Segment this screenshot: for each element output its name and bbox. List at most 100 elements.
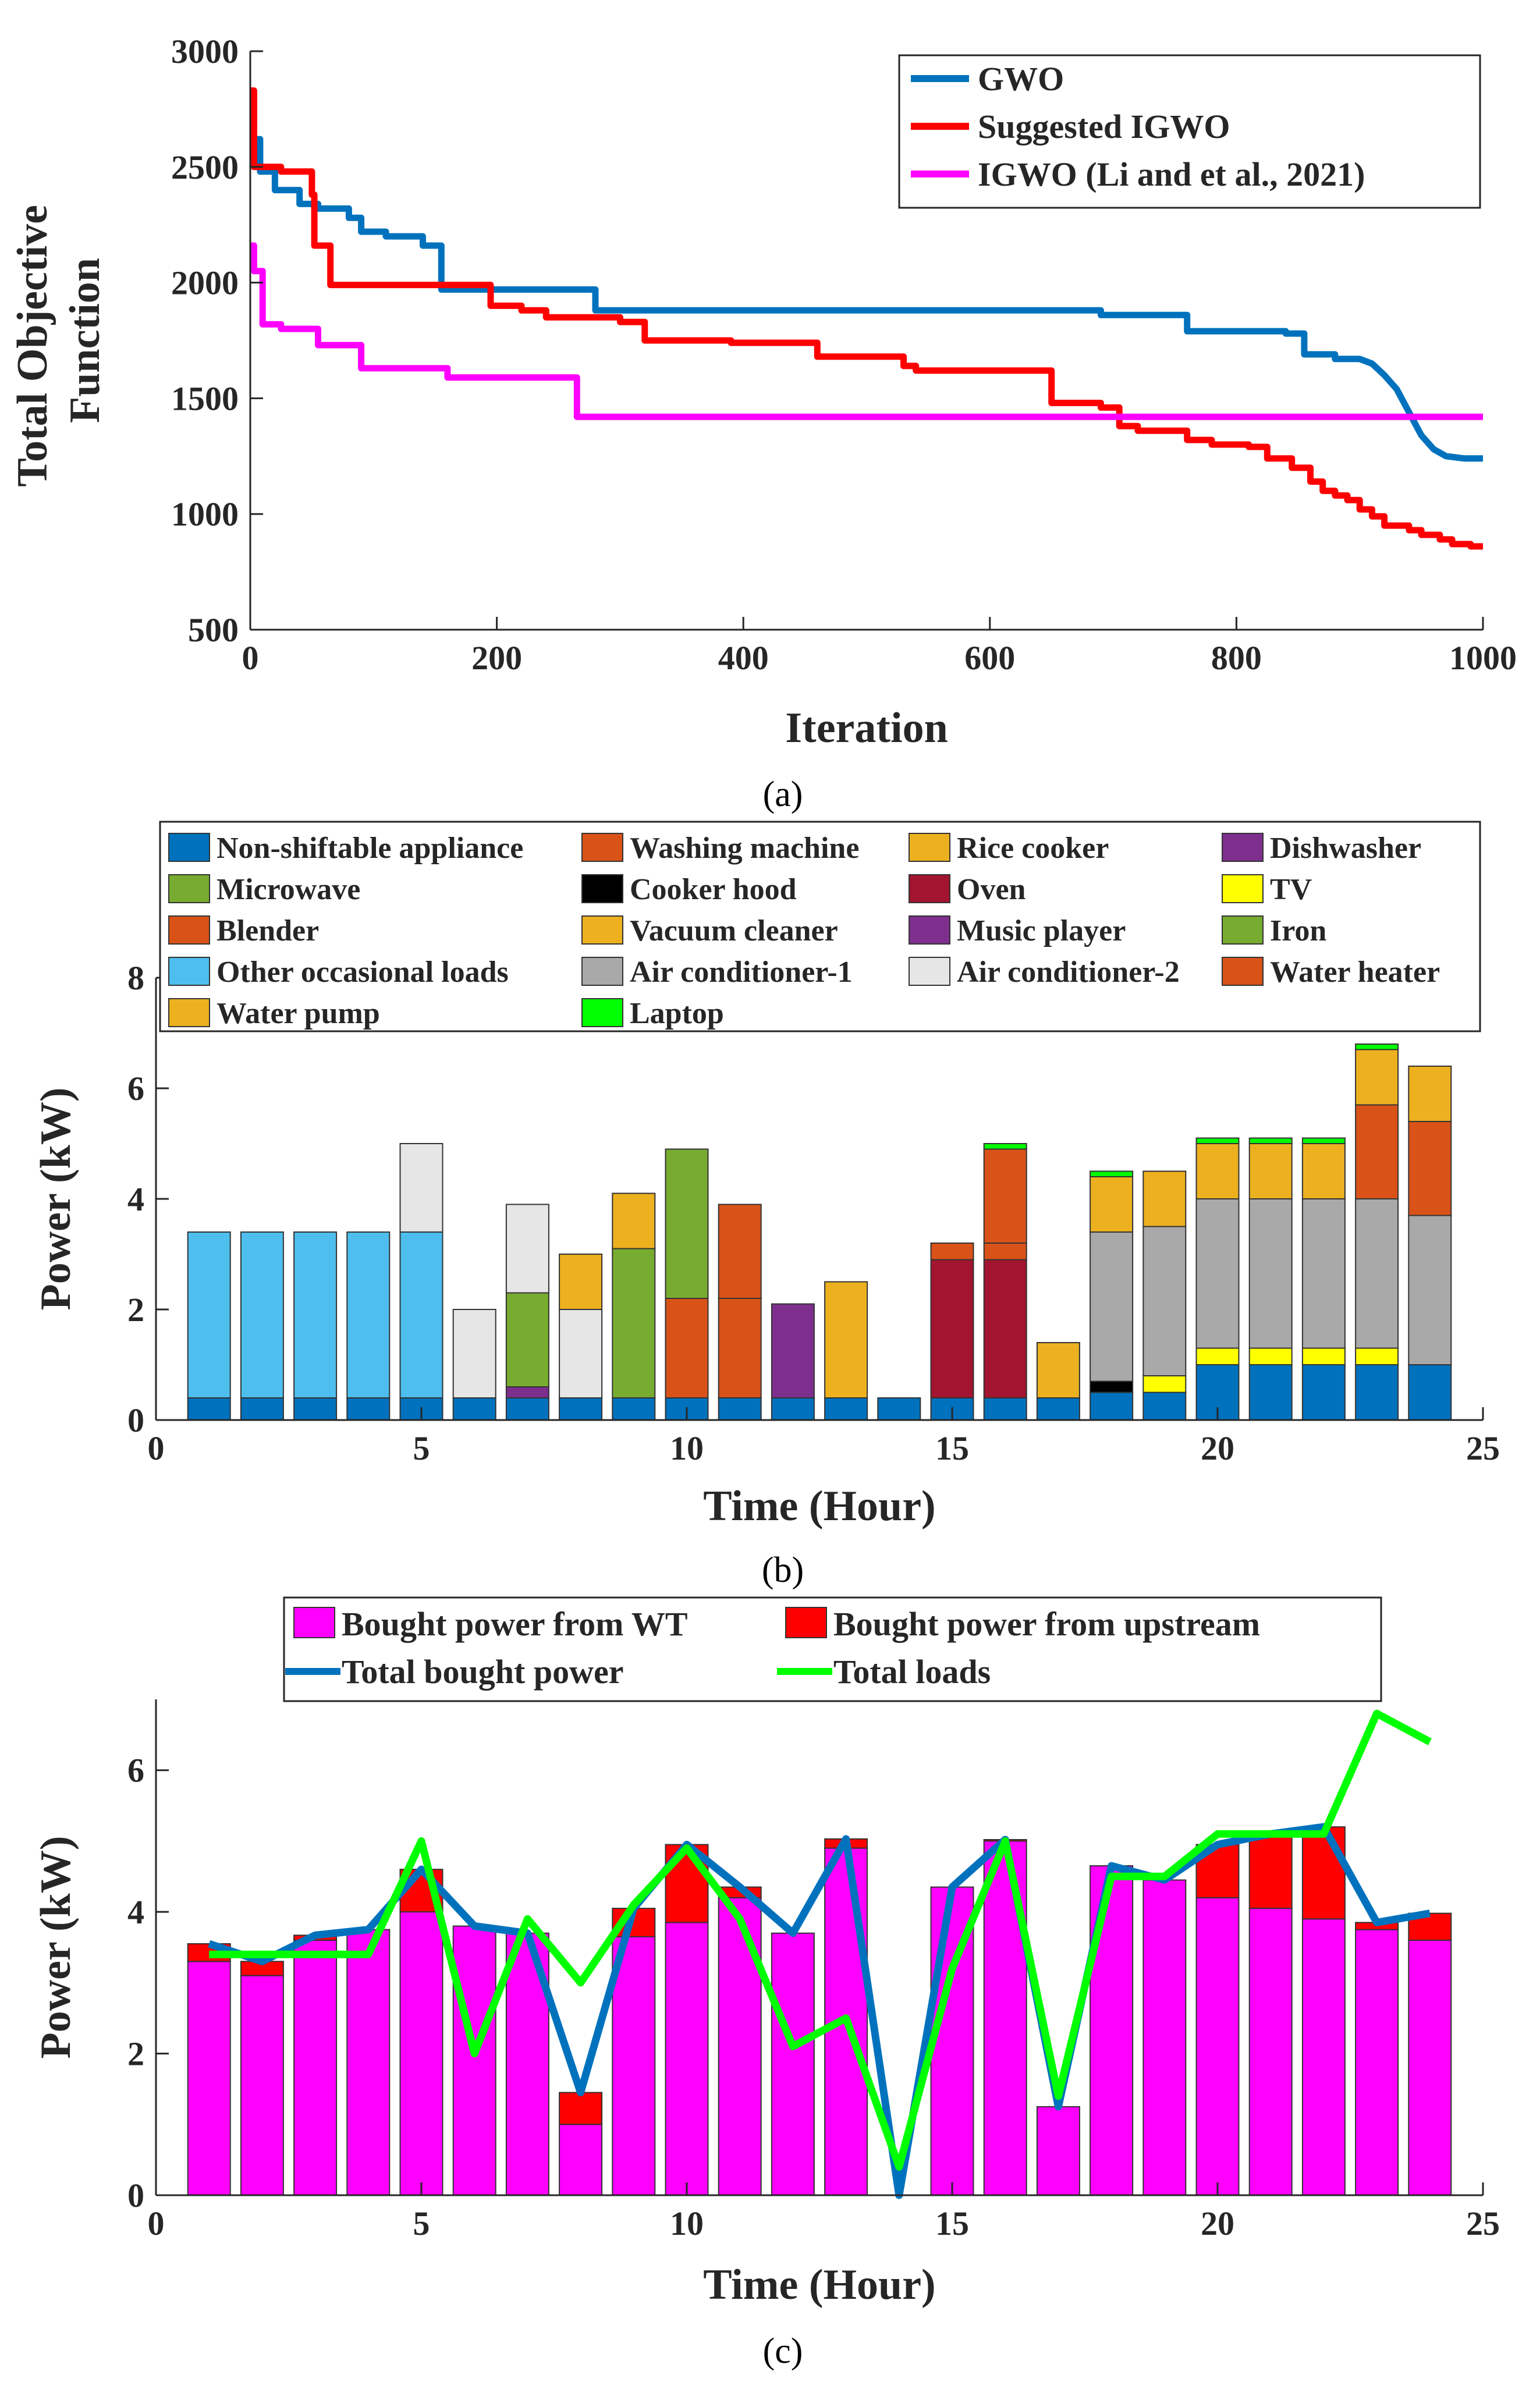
panel-a-legend-box <box>898 54 1481 209</box>
panel-b-legend-label-oven: Oven <box>957 873 1026 906</box>
c-x-tick-label-2: 10 <box>670 2205 704 2242</box>
panel-b-bar-h18-laptop <box>1090 1170 1134 1177</box>
panel-b-legend-swatch-air-conditioner-2 <box>909 957 950 986</box>
panel-b-legend-swatch-tv <box>1222 874 1264 903</box>
panel-b-bar-h14-non-shiftable-appliance <box>877 1397 921 1421</box>
panel-b-plot-area <box>187 1043 1452 1421</box>
b-x-tick-label-5: 25 <box>1466 1429 1500 1467</box>
panel-b-legend-swatch-air-conditioner-1 <box>581 957 623 986</box>
panel-a-y-ticks: 500 1000 1500 2000 2500 3000 <box>171 33 263 649</box>
panel-a-legend-label-gwo: GWO <box>978 60 1064 98</box>
panel-a-x-label: Iteration <box>785 704 948 752</box>
panel-b-bar-h2-non-shiftable-appliance <box>240 1397 284 1421</box>
panel-b-legend-label-tv: TV <box>1270 873 1312 906</box>
panel-c-line-total-loads <box>209 1709 1432 2171</box>
panel-b-bar-h13-non-shiftable-appliance <box>824 1397 868 1421</box>
panel-b-bar-h21-water-pump <box>1248 1143 1293 1199</box>
panel-b-bar-h11-blender <box>718 1298 762 1398</box>
panel-b-bar-h23-water-heater <box>1355 1104 1399 1199</box>
panel-b-bar-h24-air-conditioner-1 <box>1408 1215 1452 1365</box>
panel-c-legend-label-bought-power-from-upstream: Bought power from upstream <box>833 1605 1260 1643</box>
panel-b-bar-h22-tv <box>1301 1347 1346 1365</box>
panel-b-legend-label-iron: Iron <box>1270 914 1326 947</box>
panel-a-legend: GWO Suggested IGWO IGWO (Li and et al., 20… <box>898 54 1481 209</box>
panel-b-legend-swatch-vacuum-cleaner <box>581 915 623 945</box>
panel-b-bar-h18-non-shiftable-appliance <box>1090 1392 1134 1421</box>
panel-c-bar-h18-bought-power-from-wt <box>1090 1865 1134 2196</box>
c-y-tick-label-1: 2 <box>127 2035 144 2073</box>
b-x-tick-label-0: 0 <box>148 1429 165 1467</box>
panel-b-legend-swatch-non-shiftable-appliance <box>168 833 210 862</box>
c-x-tick-label-0: 0 <box>148 2205 165 2242</box>
panel-b-bar-h16-oven <box>983 1259 1027 1398</box>
panel-b-bar-h15-oven <box>930 1259 974 1398</box>
a-x-tick-label-2: 400 <box>718 639 769 677</box>
panel-b-bar-h1-other-occasional-loads <box>187 1231 231 1398</box>
panel-b-bar-h16-water-heater <box>983 1148 1027 1244</box>
panel-c-line-total-bought-power <box>208 1823 1431 2199</box>
panel-b-bar-h17-rice-cooker <box>1036 1342 1080 1398</box>
panel-b-bar-h11-non-shiftable-appliance <box>718 1397 762 1421</box>
b-y-tick-label-2: 4 <box>127 1180 144 1218</box>
panel-b-legend-label-microwave: Microwave <box>217 873 360 906</box>
a-x-tick-label-5: 1000 <box>1449 639 1517 677</box>
panel-b-legend-label-music-player: Music player <box>957 914 1126 947</box>
panel-a-convergence-chart: 0 200 400 600 800 1000 500 1000 1500 2000 2500 300… <box>9 33 1517 814</box>
panel-c-bar-h10-bought-power-from-wt <box>665 1922 709 2196</box>
panel-b-bar-h20-tv <box>1195 1347 1240 1365</box>
panel-b-bar-h15-water-heater <box>930 1243 974 1261</box>
panel-b-bar-h5-air-conditioner-2 <box>399 1143 443 1233</box>
panel-b-legend-swatch-other-occasional-loads <box>168 957 210 986</box>
panel-b-legend-swatch-blender <box>168 915 210 945</box>
panel-b-bar-h19-tv <box>1142 1375 1187 1393</box>
panel-b-bar-h24-water-pump <box>1408 1066 1452 1122</box>
panel-b-bar-h22-air-conditioner-1 <box>1301 1198 1346 1349</box>
panel-b-bar-h17-non-shiftable-appliance <box>1036 1397 1080 1421</box>
panel-b-bar-h11-water-heater <box>718 1204 762 1299</box>
panel-a-caption: (a) <box>763 775 803 814</box>
panel-b-bar-h22-water-pump <box>1301 1143 1346 1199</box>
panel-b-bar-h19-non-shiftable-appliance <box>1142 1392 1187 1421</box>
panel-c-bar-h20-bought-power-from-wt <box>1195 1897 1240 2196</box>
panel-a-line-gwo <box>250 136 1483 462</box>
panel-b-bar-h21-tv <box>1248 1347 1293 1365</box>
c-y-tick-label-2: 4 <box>127 1893 144 1931</box>
panel-b-legend-label-cooker-hood: Cooker hood <box>630 873 797 906</box>
panel-b-bar-h10-blender <box>665 1298 709 1398</box>
a-y-tick-label-4: 2500 <box>171 148 239 186</box>
panel-b-bar-h18-water-pump <box>1090 1176 1134 1233</box>
panel-b-legend-swatch-rice-cooker <box>909 833 950 862</box>
panel-c-bar-h24-bought-power-from-wt <box>1408 1939 1452 2196</box>
a-x-tick-label-4: 800 <box>1211 639 1262 677</box>
panel-b-bar-h24-water-heater <box>1408 1121 1452 1216</box>
panel-b-legend-swatch-iron <box>1222 915 1264 945</box>
c-x-tick-label-1: 5 <box>413 2205 430 2242</box>
panel-b-bar-h6-air-conditioner-2 <box>452 1309 496 1398</box>
panel-b-bar-h4-other-occasional-loads <box>346 1231 391 1398</box>
panel-b-legend-swatch-dishwasher <box>1222 833 1264 862</box>
panel-b-legend-label-dishwasher: Dishwasher <box>1270 832 1421 865</box>
panel-b-legend-label-air-conditioner-2: Air conditioner-2 <box>957 956 1180 989</box>
c-y-tick-label-0: 0 <box>127 2177 144 2214</box>
panel-b-legend-swatch-music-player <box>909 915 950 945</box>
c-y-tick-label-3: 6 <box>127 1752 144 1790</box>
panel-c-bar-h22-bought-power-from-upstream <box>1301 1826 1346 1920</box>
panel-b-legend-swatch-oven <box>909 874 950 903</box>
panel-b-bar-h5-other-occasional-loads <box>399 1231 443 1398</box>
panel-b-legend-label-rice-cooker: Rice cooker <box>957 832 1109 865</box>
panel-c-bar-h8-bought-power-from-wt <box>559 2124 603 2196</box>
b-y-tick-label-0: 0 <box>127 1401 144 1439</box>
panel-b-legend-label-non-shiftable-appliance: Non-shiftable appliance <box>217 832 523 865</box>
panel-c-bar-h21-bought-power-from-upstream <box>1248 1833 1293 1909</box>
panel-c-bar-h3-bought-power-from-wt <box>293 1939 338 2196</box>
panel-b-bar-h12-non-shiftable-appliance <box>771 1397 815 1421</box>
a-y-tick-label-3: 2000 <box>171 264 239 302</box>
panel-b-bar-h8-air-conditioner-2 <box>559 1309 603 1398</box>
b-x-tick-label-1: 5 <box>413 1429 430 1467</box>
panel-b-bar-h23-tv <box>1355 1347 1399 1365</box>
panel-b-bar-h16-non-shiftable-appliance <box>983 1397 1027 1421</box>
panel-c-x-ticks: 0 5 10 15 20 25 <box>148 2182 1500 2242</box>
panel-c-bar-h1-bought-power-from-wt <box>187 1961 231 2196</box>
panel-b-legend-label-vacuum-cleaner: Vacuum cleaner <box>630 914 838 947</box>
